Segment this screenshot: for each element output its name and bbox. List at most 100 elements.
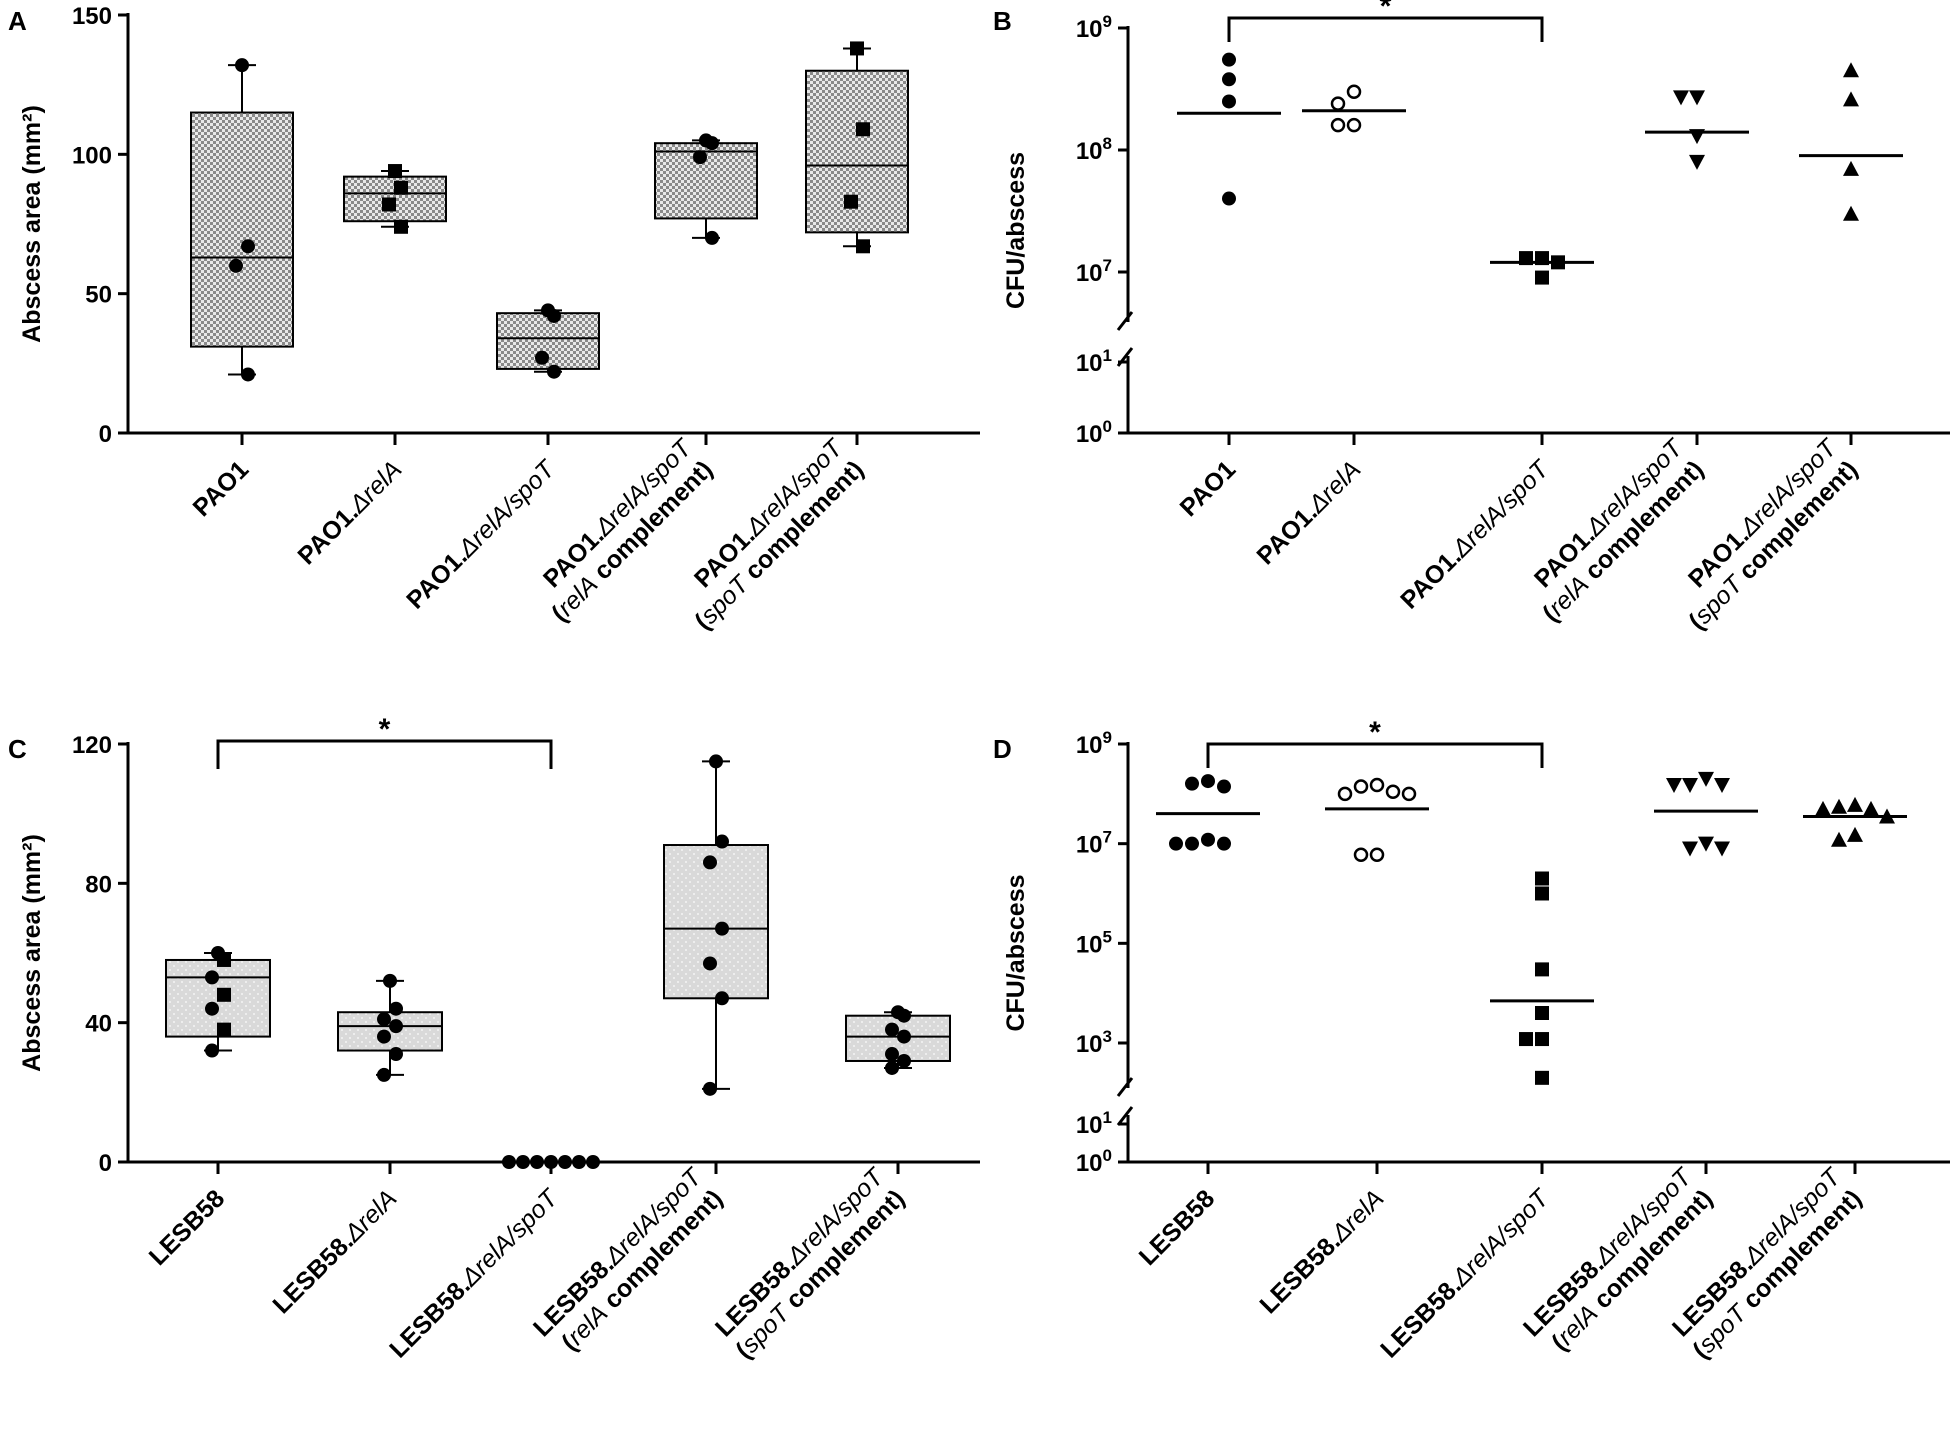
- y-tick-label: 107: [1076, 256, 1112, 287]
- data-point: [530, 1155, 544, 1169]
- data-point: [217, 1022, 231, 1037]
- box: [190, 111, 294, 348]
- data-point: [1682, 778, 1698, 794]
- category-label-italic: ΔrelA/spoT: [1446, 454, 1555, 563]
- data-point: [1714, 778, 1730, 794]
- data-point: [1185, 776, 1199, 791]
- box: [663, 844, 769, 1000]
- data-point: [856, 122, 870, 137]
- y-tick-label: 103: [1076, 1027, 1112, 1058]
- data-point: [897, 1008, 911, 1023]
- y-axis-title: Abscess area (mm²): [18, 834, 46, 1072]
- data-point: [229, 258, 243, 273]
- data-point: [205, 970, 219, 985]
- category-label-text: LESB58.: [1254, 1228, 1346, 1320]
- data-point: [1337, 786, 1353, 802]
- data-point: [547, 308, 561, 323]
- significance-bracket: [216, 739, 553, 769]
- data-point: [703, 956, 717, 971]
- data-point: [1673, 90, 1689, 106]
- tick-exponent: 9: [1103, 12, 1112, 31]
- category-label-text: PAO1: [188, 455, 255, 522]
- data-point: [388, 164, 402, 179]
- y-tick-label: 101: [1076, 1108, 1112, 1139]
- data-point: [844, 194, 858, 209]
- y-tick-label: 80: [85, 871, 112, 898]
- category-label-4-line-0: LESB58.ΔrelA/spoT: [710, 1162, 890, 1342]
- data-point: [1346, 117, 1362, 133]
- y-tick-label: 0: [99, 421, 112, 448]
- data-point: [850, 41, 864, 56]
- category-label-text: LESB58.: [384, 1272, 476, 1364]
- data-point: [1843, 91, 1859, 107]
- tick-exponent: 7: [1103, 828, 1112, 847]
- data-point: [502, 1155, 516, 1169]
- data-point: [377, 1029, 391, 1044]
- y-tick-label: 109: [1076, 728, 1112, 759]
- data-point: [1843, 205, 1859, 221]
- data-point: [1682, 841, 1698, 857]
- data-point: [1222, 52, 1236, 67]
- tick-exponent: 0: [1103, 1146, 1112, 1165]
- panel-b: B107108109100101CFU/abscessPAO1PAO1.Δrel…: [993, 0, 1950, 635]
- category-label-italic: ΔrelA/spoT: [455, 1183, 564, 1292]
- data-point: [715, 834, 729, 849]
- data-point: [885, 1022, 899, 1037]
- y-tick-label: 105: [1076, 927, 1112, 958]
- data-point: [1698, 836, 1714, 852]
- data-point: [516, 1155, 530, 1169]
- y-tick-label: 100: [1076, 1146, 1112, 1177]
- data-point: [1689, 129, 1705, 145]
- data-point: [1535, 962, 1549, 977]
- data-point: [1201, 774, 1215, 789]
- data-point: [1222, 191, 1236, 206]
- category-label-text: LESB58: [1134, 1184, 1221, 1271]
- data-point: [383, 973, 397, 988]
- y-axis-title: Abscess area (mm²): [18, 105, 46, 343]
- data-point: [241, 367, 255, 382]
- significance-bracket: [1227, 16, 1544, 42]
- axis-break-mark: [1116, 1077, 1134, 1097]
- category-label-text: LESB58: [144, 1184, 231, 1271]
- y-tick-label: 100: [1076, 417, 1112, 448]
- tick-base: 10: [1076, 1112, 1103, 1139]
- category-label-2-line-0: PAO1.ΔrelA/spoT: [1395, 454, 1555, 614]
- data-point: [1815, 800, 1831, 816]
- data-point: [382, 197, 396, 212]
- y-tick-label: 120: [72, 732, 112, 759]
- data-point: [377, 1012, 391, 1027]
- data-point: [558, 1155, 572, 1169]
- data-point: [715, 991, 729, 1006]
- category-label-text: PAO1.: [1251, 499, 1323, 571]
- data-point: [1535, 251, 1549, 266]
- y-tick-label: 0: [99, 1150, 112, 1177]
- data-point: [1222, 72, 1236, 87]
- y-tick-label: 108: [1076, 134, 1112, 165]
- y-tick-label: 50: [85, 282, 112, 309]
- tick-exponent: 5: [1103, 927, 1112, 946]
- y-axis-title: CFU/abscess: [1002, 152, 1030, 309]
- category-label-2-line-0: LESB58.ΔrelA/spoT: [384, 1183, 564, 1363]
- data-point: [1519, 1032, 1533, 1047]
- category-label-text: PAO1: [1175, 455, 1242, 522]
- category-label-0-line-0: LESB58: [1134, 1184, 1221, 1271]
- data-point: [1519, 251, 1533, 266]
- data-point: [1330, 117, 1346, 133]
- tick-base: 10: [1076, 138, 1103, 165]
- data-point: [1401, 786, 1417, 802]
- category-label-1-line-0: LESB58.ΔrelA: [267, 1184, 402, 1319]
- data-point: [1831, 831, 1847, 847]
- panel-c: C 0 40 80 120 Abscess area (mm²) LESB58 LESB58.…: [8, 713, 980, 1364]
- data-point: [1863, 800, 1879, 816]
- data-point: [1714, 841, 1730, 857]
- tick-base: 10: [1076, 260, 1103, 287]
- data-point: [394, 219, 408, 234]
- tick-exponent: 1: [1103, 346, 1112, 365]
- category-label-italic: ΔrelA/spoT: [1446, 1183, 1555, 1292]
- data-point: [1535, 1070, 1549, 1085]
- data-point: [586, 1155, 600, 1169]
- data-point: [1353, 779, 1369, 794]
- data-point: [217, 952, 231, 967]
